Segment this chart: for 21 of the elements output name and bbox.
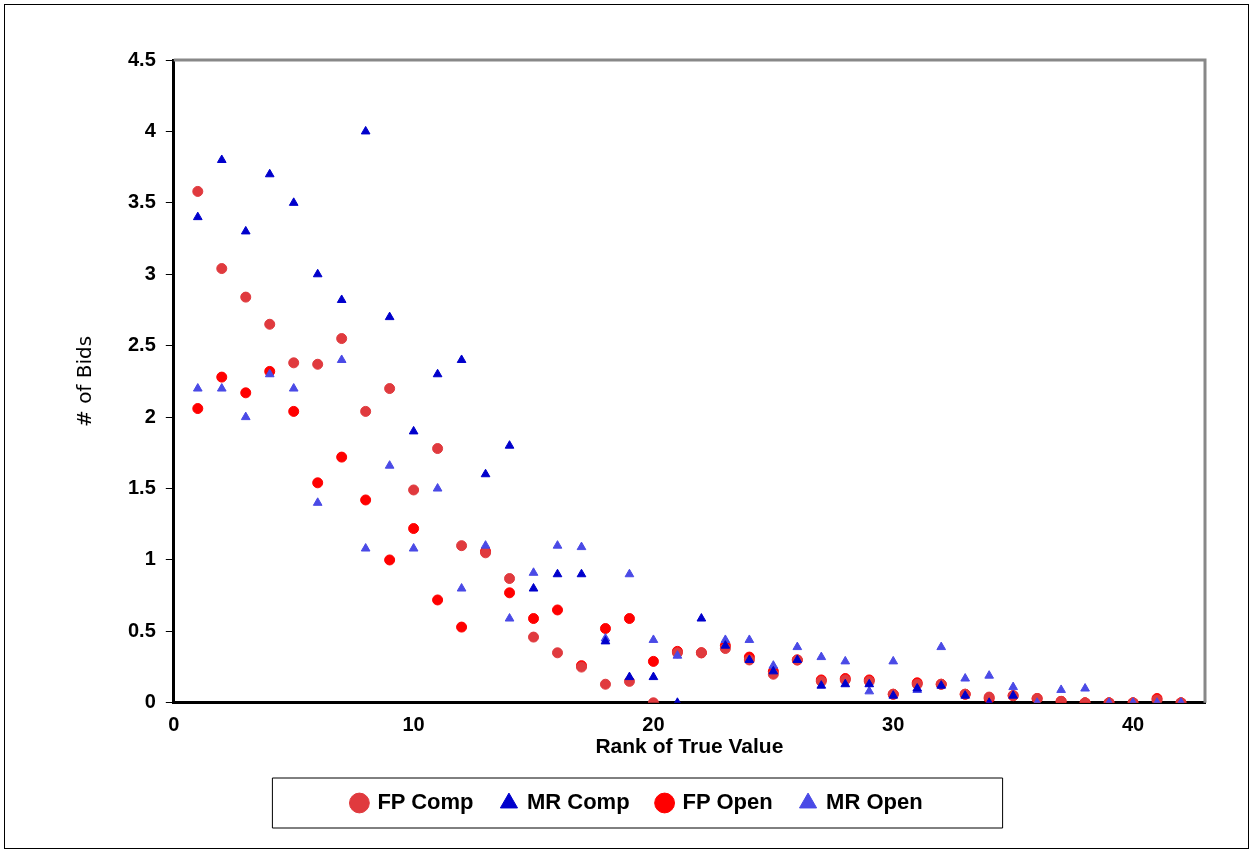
legend-label: MR Open [826, 789, 923, 815]
y-tick-label: 4.5 [127, 47, 156, 70]
y-tick-label: 2 [144, 404, 156, 427]
y-tick-label: 3.5 [127, 190, 156, 213]
y-tick-label: 2.5 [127, 333, 156, 356]
x-tick-label: 20 [642, 713, 665, 736]
y-tick-label: 0 [144, 690, 156, 713]
x-tick-label: 40 [1121, 713, 1145, 736]
y-tick-label: 3 [144, 261, 156, 284]
legend-label: MR Comp [526, 789, 630, 815]
y-tick-label: 1.5 [127, 476, 156, 499]
legend-label: FP Comp [377, 789, 474, 815]
y-tick-label: 4 [144, 118, 157, 141]
x-tick-label: 10 [402, 713, 425, 736]
legend-label: FP Open [682, 789, 773, 815]
y-axis-title: # of Bids [72, 335, 97, 427]
y-tick-label: 0.5 [127, 618, 156, 641]
y-tick-label: 1 [144, 547, 156, 570]
x-tick-label: 30 [882, 713, 905, 736]
x-tick-label: 0 [168, 713, 180, 736]
x-axis-title: Rank of True Value [595, 734, 784, 758]
